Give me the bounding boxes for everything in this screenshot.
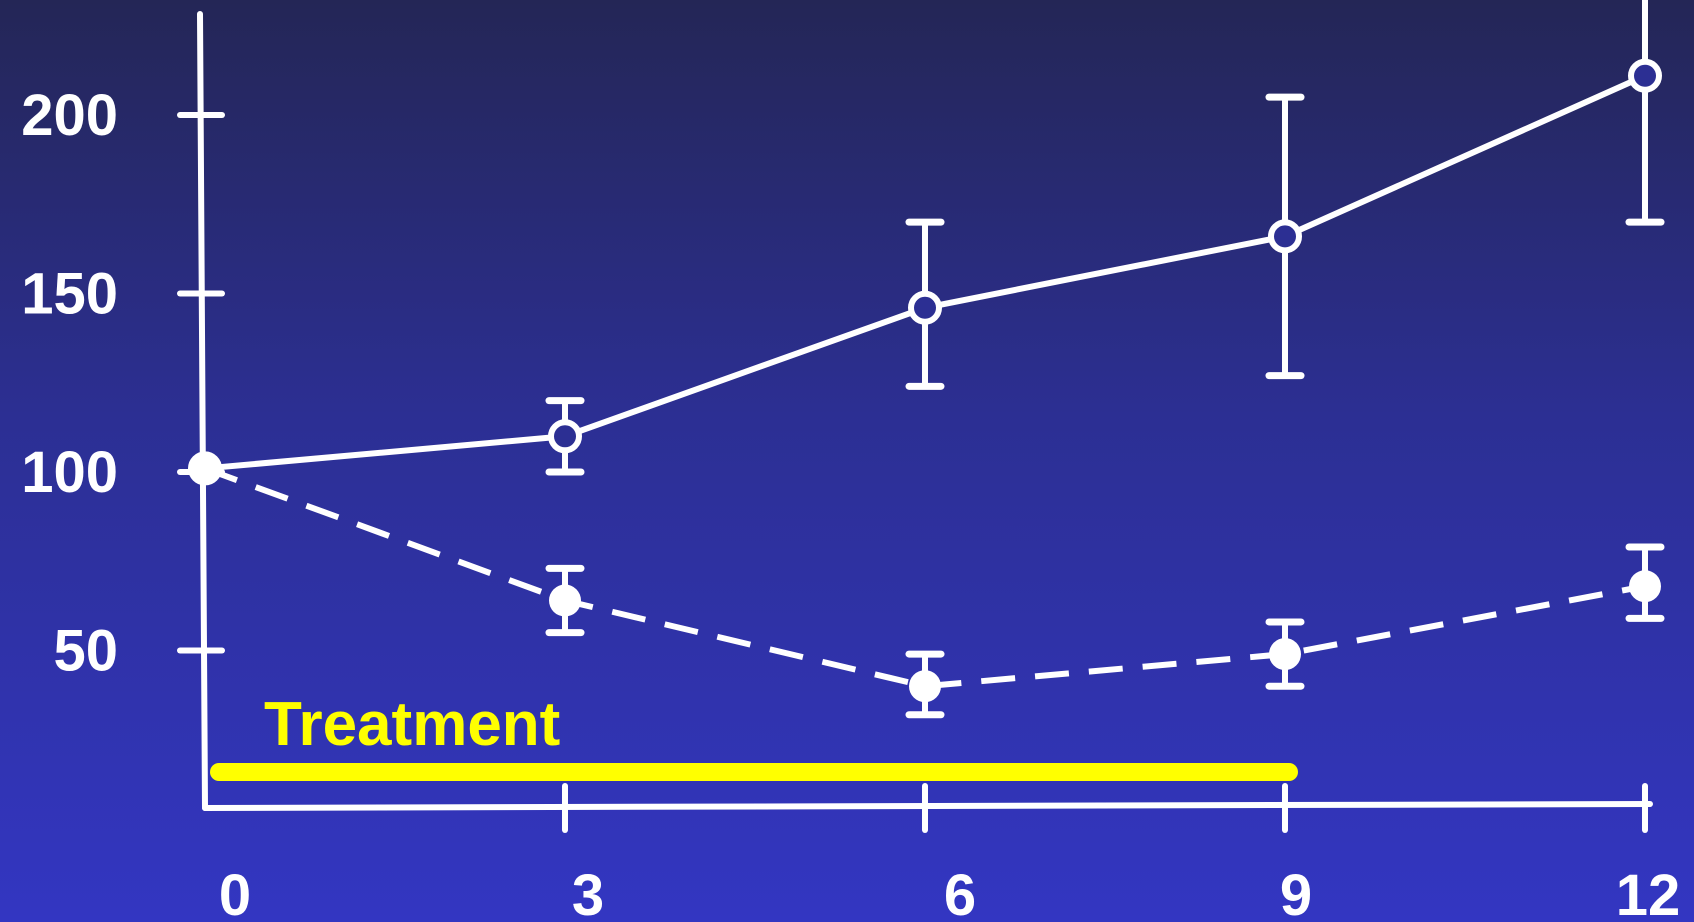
series-1 (189, 452, 1665, 719)
series-0 (188, 0, 1665, 486)
y-tick-label-200: 200 (21, 83, 118, 148)
y-tick-label-50: 50 (53, 619, 118, 684)
point-0-2 (908, 290, 942, 325)
x-tick-label-6: 6 (944, 863, 976, 922)
point-1-4 (1629, 570, 1661, 603)
axes (177, 11, 1653, 833)
x-tick-label-3: 3 (572, 863, 604, 922)
y-tick-label-100: 100 (21, 440, 118, 505)
treatment-annotation: Treatment (210, 690, 1298, 781)
point-0-1 (548, 419, 582, 454)
x-tick-label-12: 12 (1616, 863, 1681, 922)
point-1-2 (909, 670, 941, 703)
point-0-4 (1628, 58, 1662, 93)
x-tick-label-0: 0 (219, 863, 251, 922)
treatment-label: Treatment (264, 690, 560, 759)
point-1-0 (189, 452, 221, 485)
y-tick-label-150: 150 (21, 262, 118, 327)
point-1-1 (549, 584, 581, 617)
point-1-3 (1269, 638, 1301, 671)
series-group (188, 0, 1665, 719)
point-0-3 (1268, 219, 1302, 254)
y-axis-line (197, 11, 208, 811)
tick-labels: 50 100 150 200 0 3 6 9 12 (21, 83, 1680, 922)
x-tick-label-9: 9 (1280, 863, 1312, 922)
